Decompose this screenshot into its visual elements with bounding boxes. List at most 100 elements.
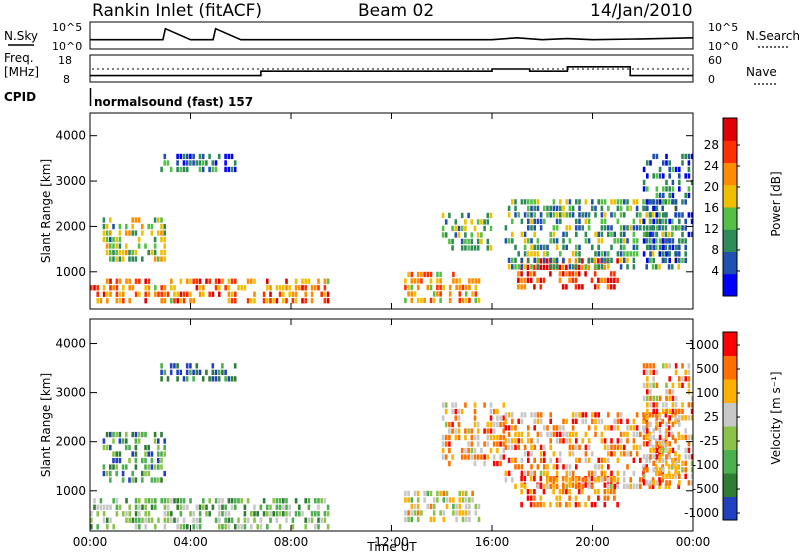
scatter-cell [623, 257, 626, 263]
scatter-cell [649, 212, 652, 218]
scatter-cell [432, 516, 436, 523]
scatter-cell [502, 415, 506, 421]
scatter-cell [202, 498, 205, 504]
scatter-cell [138, 511, 141, 517]
scatter-cell [214, 498, 218, 504]
scatter-cell [539, 418, 543, 424]
scatter-cell [609, 277, 613, 283]
scatter-cell [655, 412, 658, 418]
scatter-cell [202, 291, 205, 297]
scatter-cell [645, 431, 648, 437]
scatter-cell [160, 217, 163, 223]
scatter-cell [99, 504, 103, 510]
scatter-cell [157, 464, 160, 470]
scatter-cell [639, 225, 642, 231]
scatter-cell [436, 291, 439, 297]
scatter-cell [655, 369, 659, 375]
scatter-cell [499, 454, 502, 460]
scatter-cell [217, 376, 221, 382]
scatter-cell [649, 160, 652, 166]
scatter-cell [523, 277, 527, 283]
scatter-cell [134, 457, 138, 464]
scatter-cell [655, 451, 658, 457]
scatter-cell [461, 490, 465, 497]
scatter-cell [546, 464, 549, 470]
scatter-cell [256, 524, 259, 530]
scatter-cell [186, 291, 189, 297]
scatter-cell [594, 418, 597, 424]
scatter-cell [635, 225, 639, 231]
scatter-cell [623, 451, 626, 457]
scatter-cell [301, 298, 304, 304]
scatter-cell [224, 369, 227, 375]
scatter-cell [517, 418, 520, 424]
scatter-cell [259, 504, 263, 510]
scatter-cell [106, 504, 109, 510]
scatter-cell [555, 477, 559, 483]
scatter-cell [565, 244, 568, 250]
scatter-cell [571, 264, 575, 270]
scatter-cell [613, 489, 616, 495]
scatter-cell [134, 438, 138, 444]
scatter-cell [609, 271, 613, 277]
scatter-cell [668, 447, 671, 453]
scatter-cell [269, 517, 272, 523]
scatter-cell [137, 236, 141, 243]
scatter-cell [616, 238, 620, 244]
scatter-cell [189, 369, 192, 375]
scatter-cell [233, 376, 237, 382]
scatter-cell [681, 376, 684, 382]
scatter-cell [665, 421, 668, 427]
scatter-cell [147, 498, 151, 504]
scatter-cell [173, 363, 176, 369]
scatter-cell [646, 415, 649, 421]
scatter-cell [533, 489, 536, 495]
colorbar-tick-label: 8 [711, 243, 719, 257]
scatter-cell [646, 199, 649, 205]
scatter-cell [234, 298, 237, 304]
scatter-cell [109, 256, 112, 262]
scatter-cell [115, 464, 118, 470]
scatter-cell [470, 447, 474, 454]
scatter-cell [623, 225, 626, 231]
scatter-cell [565, 502, 568, 508]
scatter-cell [160, 457, 163, 464]
scatter-cell [610, 199, 613, 205]
scatter-cell [577, 284, 581, 290]
scatter-cell [616, 218, 620, 224]
scatter-cell [407, 490, 410, 497]
scatter-cell [131, 477, 134, 483]
scatter-cell [600, 464, 604, 470]
scatter-cell [221, 504, 224, 510]
scatter-cell [112, 285, 115, 291]
scatter-cell [687, 186, 691, 192]
scatter-cell [118, 431, 122, 438]
scatter-cell [233, 363, 237, 369]
scatter-cell [285, 498, 288, 504]
scatter-cell [147, 464, 150, 470]
scatter-cell [102, 470, 106, 477]
scatter-cell [118, 438, 122, 444]
scatter-cell [619, 451, 623, 457]
scatter-cell [205, 278, 208, 284]
scatter-cell [568, 489, 571, 495]
scatter-cell [671, 179, 675, 186]
scatter-cell [690, 402, 694, 408]
scatter-cell [195, 369, 199, 375]
scatter-cell [154, 504, 157, 510]
scatter-cell [326, 291, 330, 297]
scatter-cell [304, 298, 307, 304]
scatter-cell [527, 470, 530, 476]
scatter-cell [616, 251, 620, 257]
scatter-cell [665, 473, 668, 479]
scatter-cell [642, 467, 646, 473]
scatter-cell [160, 298, 163, 304]
scatter-cell [575, 231, 578, 237]
scatter-cell [658, 412, 661, 418]
scatter-cell [163, 249, 166, 256]
scatter-cell [587, 238, 591, 244]
scatter-cell [441, 225, 445, 232]
scatter-cell [441, 434, 445, 441]
scatter-cell [607, 444, 610, 450]
scatter-cell [555, 257, 559, 263]
